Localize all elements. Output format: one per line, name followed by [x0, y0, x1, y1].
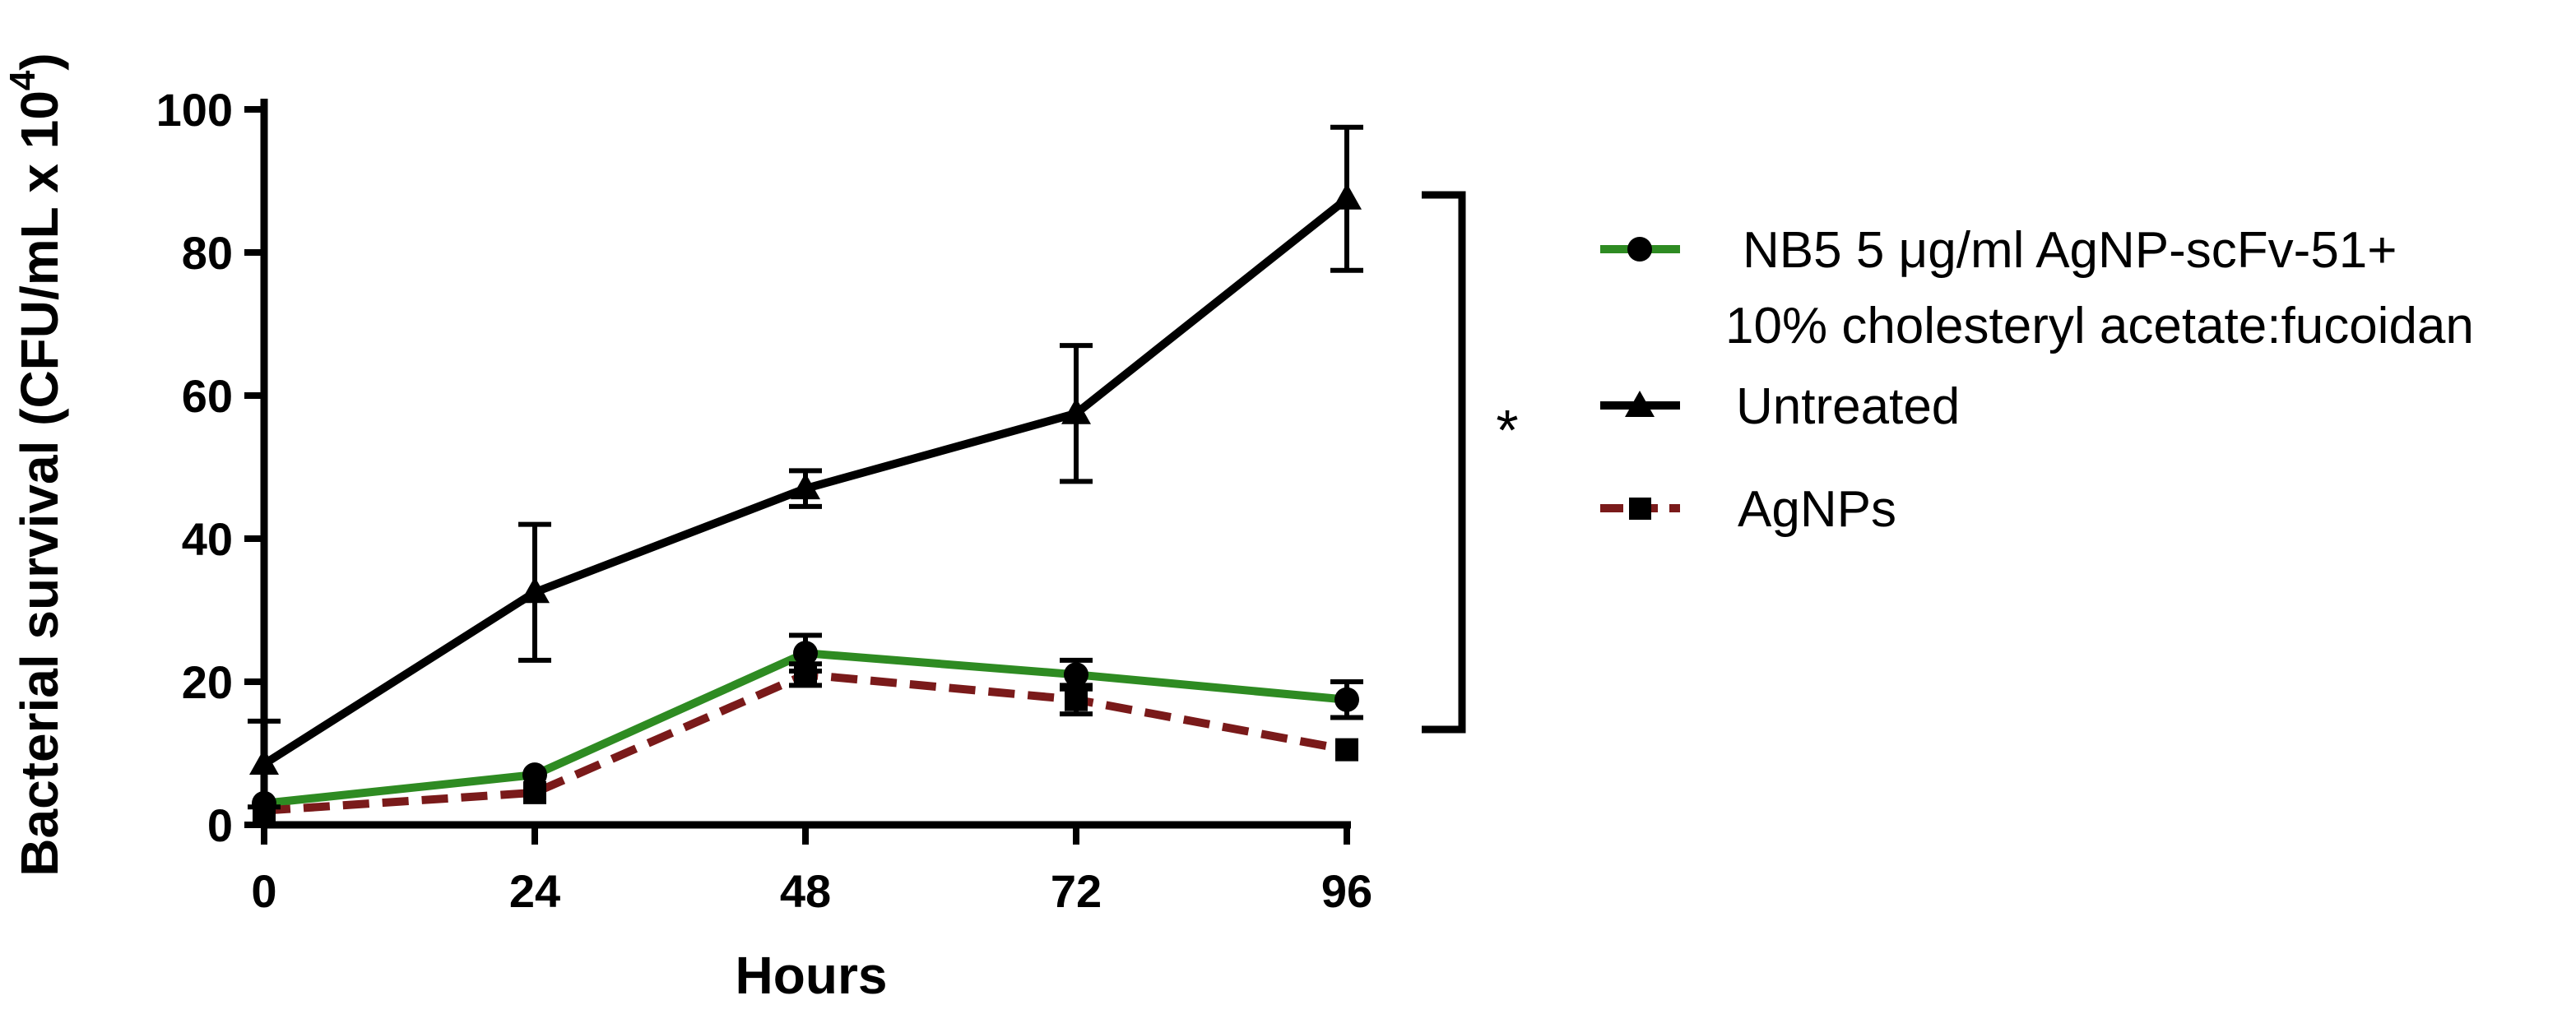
- data-point-agnps: [1335, 738, 1358, 762]
- data-point-untreated: [520, 576, 550, 604]
- data-point-nb5: [1064, 662, 1088, 688]
- legend-label-untreated: Untreated: [1736, 378, 1960, 435]
- x-tick-label: 96: [1321, 865, 1372, 917]
- legend-item-nb5: NB5 5 μg/ml AgNP-scFv-51+ 10% cholestery…: [1600, 222, 2474, 354]
- significance-bracket: [1422, 191, 1466, 734]
- x-tick-label: 24: [509, 865, 560, 917]
- data-point-untreated: [1332, 183, 1362, 210]
- legend-item-untreated: Untreated: [1600, 378, 1960, 435]
- series-layer: [248, 124, 1363, 822]
- y-ticks: 0 20 40 60 80 100: [156, 84, 264, 851]
- x-tick-label: 72: [1051, 865, 1102, 917]
- legend-marker-triangle: [1625, 391, 1655, 417]
- y-tick-label: 40: [182, 513, 233, 565]
- legend-label-nb5: NB5 5 μg/ml AgNP-scFv-51+: [1743, 222, 2397, 279]
- y-tick-label: 20: [182, 656, 233, 708]
- y-axis-title-superscript: 4: [2, 70, 43, 90]
- y-tick-label: 100: [156, 84, 233, 136]
- data-point-agnps: [253, 799, 276, 822]
- data-point-untreated: [791, 473, 820, 500]
- data-point-agnps: [1065, 688, 1088, 711]
- legend-marker-square: [1629, 498, 1651, 520]
- legend-label-agnps: AgNPs: [1738, 481, 1896, 538]
- data-point-nb5: [1334, 687, 1359, 712]
- x-tick-label: 0: [251, 865, 276, 917]
- y-axis-title: Bacterial survival (CFU/mL x 104): [2, 53, 69, 876]
- legend: NB5 5 μg/ml AgNP-scFv-51+ 10% cholestery…: [1600, 222, 2474, 538]
- y-tick-label: 60: [182, 370, 233, 422]
- data-point-nb5: [793, 641, 818, 666]
- y-tick-label: 80: [182, 227, 233, 279]
- x-ticks: 0 24 48 72 96: [251, 825, 1372, 917]
- y-tick-label: 0: [207, 799, 233, 851]
- x-tick-label: 48: [780, 865, 831, 917]
- x-axis-title: Hours: [736, 946, 888, 1005]
- legend-marker-circle: [1627, 237, 1652, 262]
- legend-item-agnps: AgNPs: [1600, 481, 1896, 538]
- data-point-nb5: [522, 762, 547, 788]
- legend-label-nb5-line2: 10% cholesteryl acetate:fucoidan: [1725, 298, 2474, 354]
- data-point-agnps: [523, 780, 546, 804]
- data-point-untreated: [1061, 397, 1091, 424]
- significance-asterisk: *: [1496, 398, 1518, 462]
- data-point-untreated: [249, 748, 279, 776]
- data-point-agnps: [794, 663, 817, 687]
